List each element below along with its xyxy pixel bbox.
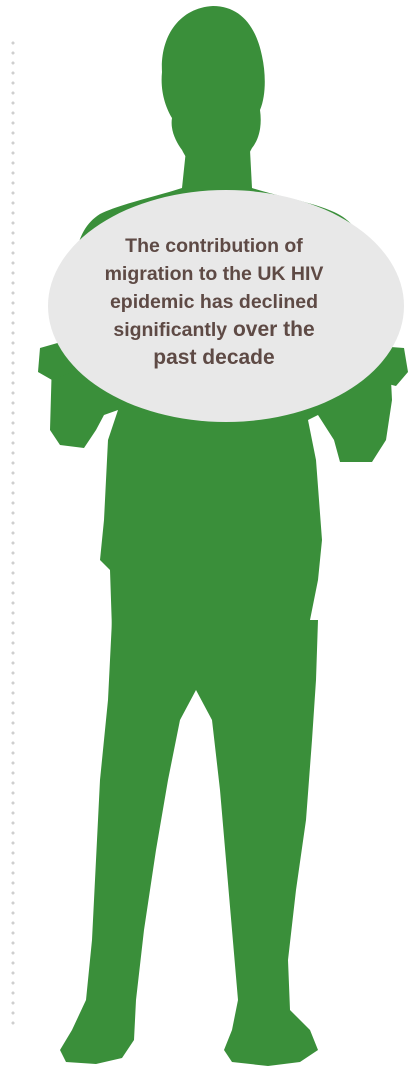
speech-sign [48, 190, 404, 422]
sign-line-2: migration to the UK HIV [104, 263, 324, 285]
sign-line-4-part-a: significantly [113, 319, 228, 341]
sign-line-1: The contribution of [125, 235, 303, 257]
sign-line-4-part-b: over the [227, 318, 315, 341]
silhouette-head [161, 6, 265, 176]
sign-line-3: epidemic has declined [109, 291, 319, 313]
silhouette-legs [60, 620, 318, 1066]
sign-line-4: significantly over the [56, 316, 372, 344]
dotted-divider [11, 38, 15, 1028]
sign-message: The contribution of migration to the UK … [56, 232, 372, 372]
sign-line-5: past decade [153, 346, 275, 369]
